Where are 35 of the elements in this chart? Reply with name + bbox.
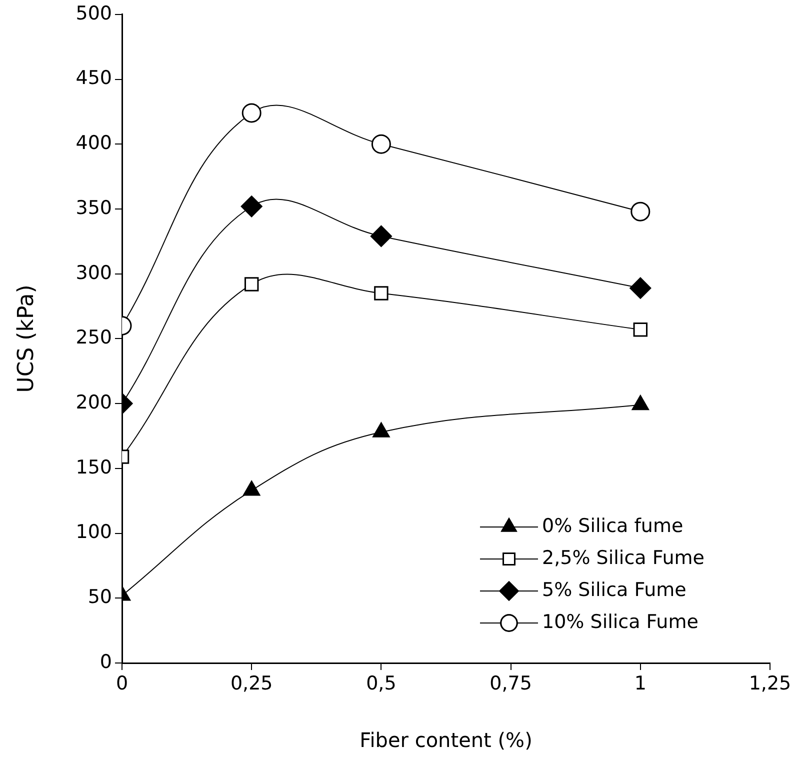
x-tick-label: 0,25 (230, 672, 273, 694)
point (630, 202, 650, 222)
y-tick-label: 350 (76, 196, 112, 219)
point (372, 422, 390, 438)
point (374, 286, 388, 300)
y-tick-label: 250 (76, 326, 112, 349)
y-tick-label: 500 (76, 2, 112, 24)
point (371, 134, 391, 154)
y-tick-label: 0 (100, 650, 112, 673)
point (370, 225, 392, 247)
y-tick-label: 100 (76, 521, 112, 544)
point (630, 277, 652, 299)
y-tick-label: 200 (76, 391, 112, 414)
y-tick-label: 50 (88, 586, 112, 608)
point (240, 196, 262, 218)
y-tick-label: 450 (76, 67, 112, 90)
x-tick-label: 0,5 (366, 672, 396, 694)
x-tick-label: 0 (116, 672, 128, 694)
x-tick-label: 0,75 (490, 672, 532, 694)
legend-label: 10% Silica Fume (542, 610, 698, 633)
y-axis-title: UCS (kPa) (14, 284, 39, 393)
x-tick-label: 1,25 (748, 672, 792, 694)
point (633, 322, 648, 337)
x-axis-title: Fiber content (%) (360, 728, 532, 752)
y-tick-label: 150 (76, 456, 112, 478)
x-tick-label: 1 (634, 672, 646, 694)
y-tick-label: 300 (76, 262, 112, 284)
point (632, 395, 649, 410)
legend-label: 2,5% Silica Fume (542, 546, 704, 569)
legend-label: 0% Silica fume (542, 514, 684, 537)
point (244, 277, 259, 292)
y-tick-label: 400 (76, 132, 112, 154)
legend-label: 5% Silica Fume (542, 578, 686, 601)
point (242, 103, 262, 123)
point (243, 480, 260, 496)
